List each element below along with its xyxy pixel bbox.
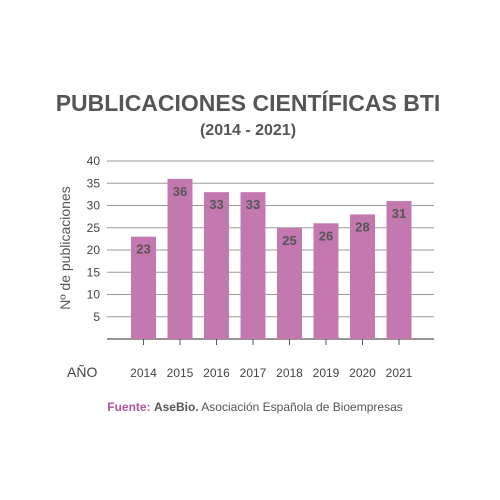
data-label: 36 xyxy=(173,184,187,199)
bar-2017 xyxy=(240,192,266,339)
y-tick-label: 25 xyxy=(87,221,101,235)
y-tick-labels: 5 10 15 20 25 30 35 40 xyxy=(87,154,101,324)
source-note: Fuente: AseBio. Asociación Española de B… xyxy=(107,400,403,414)
bar-2015 xyxy=(167,178,193,339)
x-axis-label: AÑO xyxy=(67,364,97,380)
x-tick-label: 2018 xyxy=(276,366,303,380)
data-label: 28 xyxy=(355,219,369,234)
bar-2020 xyxy=(350,214,375,339)
bar-2018 xyxy=(277,227,302,339)
chart-subtitle: (2014 - 2021) xyxy=(200,122,296,139)
x-tick-label: 2020 xyxy=(349,366,376,380)
x-tick-label: 2019 xyxy=(313,366,340,380)
y-tick-label: 5 xyxy=(93,310,100,324)
x-tick-label: 2017 xyxy=(240,366,267,380)
x-tick-labels: 2014 2015 2016 2017 2018 2019 2020 2021 xyxy=(130,339,413,380)
bars xyxy=(131,178,412,339)
bar-2021 xyxy=(386,201,412,339)
data-label: 33 xyxy=(246,197,260,212)
x-tick-label: 2016 xyxy=(203,366,230,380)
y-tick-label: 10 xyxy=(87,288,101,302)
data-label: 31 xyxy=(392,206,406,221)
x-tick-label: 2021 xyxy=(386,366,413,380)
chart-title: PUBLICACIONES CIENTÍFICAS BTI xyxy=(56,89,441,116)
y-tick-label: 35 xyxy=(87,176,101,190)
gridlines xyxy=(107,160,434,340)
y-tick-label: 15 xyxy=(87,265,101,279)
bar-2014 xyxy=(131,236,156,339)
y-axis-label: Nº de publicaciones xyxy=(57,186,73,309)
source-description: Asociación Española de Bioempresas xyxy=(201,400,402,414)
data-labels: 23 36 33 33 25 26 28 31 xyxy=(136,184,406,257)
y-tick-label: 30 xyxy=(87,199,101,213)
y-tick-label: 40 xyxy=(87,154,101,168)
data-label: 25 xyxy=(282,233,296,248)
bar-2019 xyxy=(313,223,339,339)
bar-2016 xyxy=(204,192,229,339)
x-tick-label: 2015 xyxy=(167,366,194,380)
source-name: AseBio. xyxy=(154,400,199,414)
source-prefix: Fuente: xyxy=(107,400,150,414)
y-tick-label: 20 xyxy=(87,243,101,257)
x-tick-label: 2014 xyxy=(130,366,157,380)
data-label: 33 xyxy=(209,197,223,212)
data-label: 23 xyxy=(136,242,150,257)
data-label: 26 xyxy=(319,228,333,243)
